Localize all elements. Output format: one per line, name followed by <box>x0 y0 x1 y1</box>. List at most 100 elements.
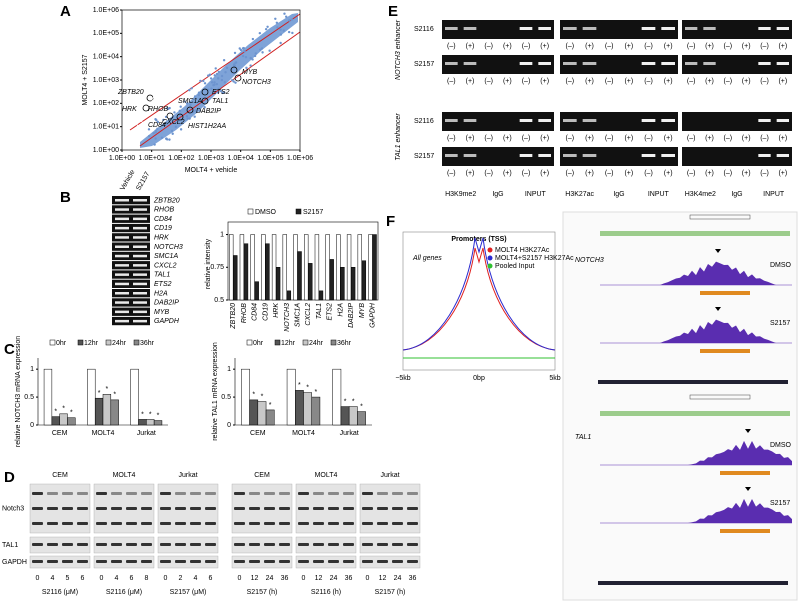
lane-label: (+) <box>585 170 594 177</box>
gel-band <box>133 264 147 267</box>
gene-label: ZBTB20 <box>153 197 180 204</box>
scatter-dot <box>279 41 282 45</box>
scatter-dot <box>290 18 293 21</box>
gene-label: CD19 <box>154 225 172 232</box>
blot-band <box>190 543 201 546</box>
lane-label: (–) <box>605 78 614 85</box>
scatter-dot <box>244 56 248 59</box>
scatter-dot <box>153 143 156 146</box>
blot-band <box>77 522 88 525</box>
blot-band <box>249 543 260 546</box>
gel-band <box>115 273 129 276</box>
panel-label: E <box>388 3 398 20</box>
scatter-dot <box>220 78 224 82</box>
gene-label: HIST1H2AA <box>188 123 226 130</box>
peak-call <box>720 529 770 533</box>
row-label: GAPDH <box>2 559 27 566</box>
gel-band <box>133 208 147 211</box>
gene-marker <box>201 88 209 96</box>
column-label: IgG <box>731 191 742 198</box>
bar <box>325 234 330 301</box>
gene-model <box>598 581 788 585</box>
scatter-dot <box>179 128 183 131</box>
blot-band <box>264 507 275 510</box>
blot-band <box>47 522 58 525</box>
gene-marker <box>166 112 174 120</box>
gel-band <box>133 310 147 314</box>
blot-band <box>328 560 339 563</box>
blot <box>29 536 91 554</box>
gel-band <box>519 119 533 122</box>
significance-mark: * <box>54 408 57 415</box>
scatter-dot <box>213 74 216 77</box>
row-label: S2116 <box>414 118 434 125</box>
x-tick-label: MOLT4 <box>92 430 115 437</box>
x-tick-label: MOLT4 <box>292 430 315 437</box>
gene-label: H2A <box>154 290 168 297</box>
blot-band <box>298 543 309 546</box>
gel-band <box>582 119 597 122</box>
gel-row <box>112 242 150 251</box>
x-tick-label: 1.0E+03 <box>198 155 224 162</box>
scatter-dot <box>193 109 197 112</box>
lane-label: 0 <box>302 575 306 582</box>
scatter-dot <box>283 12 286 15</box>
lane-label: (–) <box>760 170 769 177</box>
gel-band <box>661 27 675 30</box>
blot-band <box>141 507 152 510</box>
gel-band <box>758 154 771 157</box>
gel-band <box>703 27 716 30</box>
blot-band <box>190 522 201 525</box>
threshold-line <box>129 13 301 131</box>
blot-band <box>141 492 152 495</box>
bar <box>372 234 377 301</box>
scatter-dot <box>268 49 271 52</box>
gel-band <box>661 119 675 122</box>
scatter-dot <box>275 21 279 24</box>
gel-band <box>641 27 656 30</box>
blot <box>157 555 219 569</box>
x-tick-label: 1.0E+00 <box>109 155 135 162</box>
blot-band <box>32 507 43 510</box>
panel-label: A <box>60 3 71 20</box>
lane-label: (–) <box>605 43 614 50</box>
bar <box>229 234 234 301</box>
blot-band <box>392 543 403 546</box>
legend-label: 0hr <box>253 340 264 347</box>
gel-band <box>115 226 129 230</box>
y-tick-label: 1.0E+05 <box>93 30 119 37</box>
bar <box>311 396 321 426</box>
blot-band <box>111 492 122 495</box>
gel <box>560 20 678 39</box>
legend-label: 24hr <box>112 340 127 347</box>
lane-label: 24 <box>266 575 274 582</box>
lane-label: (+) <box>664 43 673 50</box>
gel-band <box>563 62 577 65</box>
scatter-dot <box>291 31 294 35</box>
scatter-dot <box>147 134 151 138</box>
bar <box>261 234 266 301</box>
scatter-dot <box>191 110 194 114</box>
bar <box>233 255 238 301</box>
cell-label: Jurkat <box>178 472 197 479</box>
lane-label: 4 <box>51 575 55 582</box>
bar <box>286 290 292 301</box>
blot <box>93 555 155 569</box>
lane-label: (+) <box>466 43 475 50</box>
gel <box>560 112 678 131</box>
scatter-dot <box>170 129 174 133</box>
lane-label: (–) <box>447 43 456 50</box>
blot-band <box>279 492 290 495</box>
lane-label: (+) <box>778 170 787 177</box>
cell-label: MOLT4 <box>113 472 136 479</box>
lane-label: 6 <box>209 575 213 582</box>
gene-marker <box>142 104 150 112</box>
x-tick-label: Jurkat <box>340 430 359 437</box>
lane-label: (+) <box>742 135 751 142</box>
gel-band <box>115 301 129 304</box>
bar <box>130 368 139 426</box>
gene-marker <box>186 106 194 114</box>
scatter-dot <box>155 118 158 122</box>
blot-band <box>392 522 403 525</box>
lane-label: 0 <box>100 575 104 582</box>
